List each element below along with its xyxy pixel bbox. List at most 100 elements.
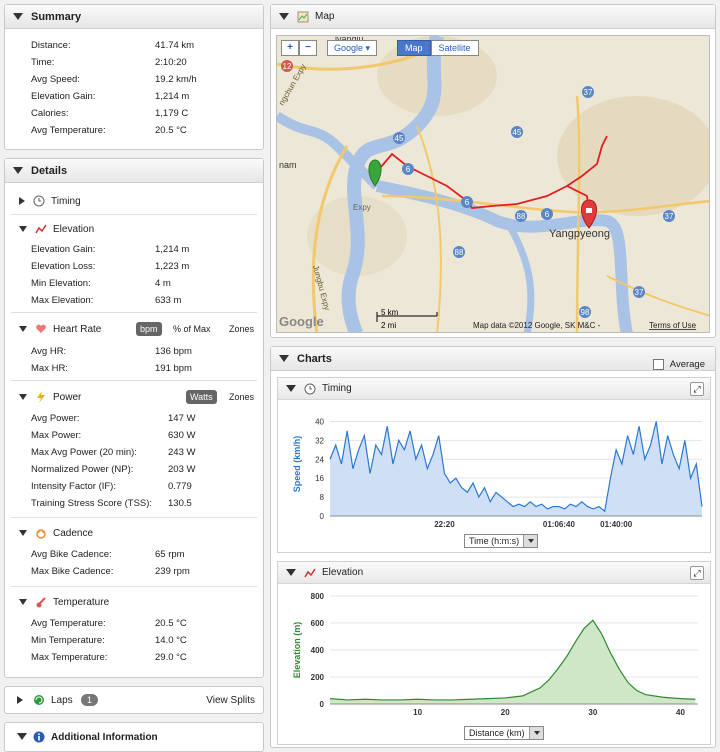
- y-tick-label: 400: [311, 646, 325, 655]
- elevation-chart[interactable]: 0 200 400 600 800 10 20 30 40 Elevation (m): [278, 586, 710, 722]
- zoom-out-button[interactable]: −: [299, 40, 317, 56]
- map-type-satellite-button[interactable]: Satellite: [430, 40, 479, 56]
- elevation-icon: [304, 568, 316, 577]
- power-zones-toggle[interactable]: Zones: [229, 392, 255, 402]
- expand-icon[interactable]: ⤢: [690, 566, 704, 580]
- timing-axis-label: Time (h:m:s): [469, 536, 520, 546]
- dropdown-arrow-icon: [528, 727, 543, 739]
- road-label: 6: [545, 210, 550, 219]
- stat-label: Distance:: [31, 40, 71, 51]
- cadence-label: Cadence: [53, 527, 94, 539]
- stat-label: Elevation Gain:: [31, 91, 96, 102]
- x-tick-label: 01:40:00: [600, 520, 633, 529]
- power-label: Power: [53, 391, 82, 403]
- terms-of-use-link[interactable]: Terms of Use: [649, 321, 697, 330]
- additional-info-label: Additional Information: [51, 732, 158, 743]
- road-label: 37: [635, 288, 644, 297]
- summary-header[interactable]: Summary: [5, 5, 263, 29]
- scale-km: 5 km: [381, 308, 399, 317]
- map-title: Map: [315, 11, 335, 22]
- timing-chart-header[interactable]: Timing ⤢: [278, 378, 710, 400]
- stat-value: 14.0 °C: [155, 635, 187, 646]
- charts-panel: Charts Average Timing ⤢ 0 8 16 24 32 40 22:20 0…: [270, 346, 716, 748]
- y-tick-label: 200: [311, 673, 325, 682]
- expand-icon[interactable]: ⤢: [690, 382, 704, 396]
- elevation-axis-label: Distance (km): [469, 728, 525, 738]
- collapse-arrow-icon: [19, 326, 27, 332]
- collapse-arrow-icon: [279, 355, 289, 362]
- road-label: 37: [665, 212, 674, 221]
- y-axis-label: Elevation (m): [292, 622, 302, 679]
- cadence-section-toggle[interactable]: Cadence: [5, 522, 263, 544]
- stat-label: Avg Bike Cadence:: [31, 549, 112, 560]
- stat-label: Max Temperature:: [31, 652, 108, 663]
- stat-value: 29.0 °C: [155, 652, 187, 663]
- elevation-icon: [35, 224, 47, 234]
- details-panel: Details Timing Elevation Elevation Gain:…: [4, 158, 264, 678]
- map-canvas[interactable]: 45 6 37 88 6 6 88 98 37 37 45 12 nam Exp…: [277, 36, 710, 333]
- heart-icon: [36, 324, 46, 333]
- y-tick-label: 8: [320, 493, 325, 502]
- map-icon: [297, 11, 309, 22]
- provider-dropdown[interactable]: Google ▾: [327, 40, 378, 56]
- map-view[interactable]: 45 6 37 88 6 6 88 98 37 37 45 12 nam Exp…: [276, 35, 710, 333]
- view-splits-link[interactable]: View Splits: [206, 695, 255, 706]
- x-tick-label: 10: [413, 708, 422, 717]
- collapse-arrow-icon: [19, 599, 27, 605]
- laps-panel[interactable]: Laps 1 View Splits: [4, 686, 264, 714]
- heart-rate-section-toggle[interactable]: Heart Rate: [5, 318, 263, 340]
- percent-max-toggle[interactable]: % of Max: [173, 324, 211, 334]
- laps-icon: [34, 695, 44, 705]
- power-section-toggle[interactable]: Power: [5, 386, 263, 408]
- provider-label: Google: [334, 43, 364, 53]
- collapse-arrow-icon: [13, 13, 23, 20]
- stat-value: 1,223 m: [155, 261, 190, 272]
- y-tick-label: 600: [311, 619, 325, 628]
- collapse-arrow-icon: [286, 569, 296, 576]
- stat-value: 147 W: [168, 413, 196, 424]
- road-label: 37: [584, 88, 593, 97]
- details-header[interactable]: Details: [5, 159, 263, 183]
- expand-arrow-icon: [17, 696, 23, 704]
- elevation-chart-header[interactable]: Elevation ⤢: [278, 562, 710, 584]
- y-tick-label: 40: [315, 417, 324, 426]
- stat-value: 41.74 km: [155, 40, 195, 51]
- watts-toggle[interactable]: Watts: [186, 390, 217, 404]
- map-header[interactable]: Map: [271, 5, 715, 29]
- stat-label: Min Elevation:: [31, 278, 91, 289]
- stat-value: 243 W: [168, 447, 196, 458]
- elevation-axis-dropdown[interactable]: Distance (km): [464, 726, 544, 740]
- temperature-section-toggle[interactable]: Temperature: [5, 591, 263, 613]
- collapse-arrow-icon: [17, 733, 27, 740]
- laps-label: Laps: [51, 695, 73, 706]
- y-tick-label: 0: [320, 512, 325, 521]
- bpm-toggle[interactable]: bpm: [136, 322, 162, 336]
- map-type-map-button[interactable]: Map: [397, 40, 431, 56]
- y-axis-label: Speed (km/h): [292, 436, 302, 493]
- road-label: 88: [517, 212, 526, 221]
- lightning-icon: [37, 391, 45, 403]
- average-checkbox[interactable]: [652, 359, 664, 370]
- stat-label: Calories:: [31, 108, 69, 119]
- stat-label: Time:: [31, 57, 55, 68]
- collapse-arrow-icon: [19, 226, 27, 232]
- elevation-section-toggle[interactable]: Elevation: [5, 218, 263, 240]
- stat-label: Max Avg Power (20 min):: [31, 447, 137, 458]
- end-marker-icon[interactable]: [581, 199, 597, 229]
- stat-label: Avg Temperature:: [31, 125, 106, 136]
- collapse-arrow-icon: [286, 385, 296, 392]
- road-label: 45: [513, 128, 522, 137]
- hr-zones-toggle[interactable]: Zones: [229, 324, 255, 334]
- timing-axis-dropdown[interactable]: Time (h:m:s): [464, 534, 539, 548]
- collapse-arrow-icon: [19, 530, 27, 536]
- stat-label: Avg Speed:: [31, 74, 80, 85]
- start-marker-icon[interactable]: [368, 159, 382, 187]
- charts-header[interactable]: Charts: [271, 347, 715, 371]
- zoom-in-button[interactable]: +: [281, 40, 299, 56]
- timing-section-toggle[interactable]: Timing: [5, 190, 263, 212]
- stat-value: 1,214 m: [155, 244, 190, 255]
- average-toggle[interactable]: Average: [652, 359, 705, 370]
- yangpyeong-label: Yangpyeong: [549, 228, 610, 240]
- speed-chart[interactable]: 0 8 16 24 32 40 22:20 01:06:40 01:40:00 Speed (km…: [278, 402, 710, 534]
- summary-panel: Summary Distance: 41.74 km Time: 2:10:20 Avg…: [4, 4, 264, 150]
